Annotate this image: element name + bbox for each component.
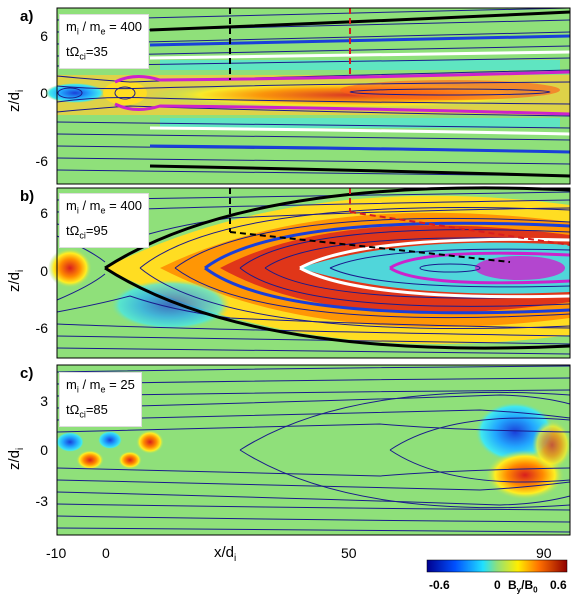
- panel-a-ytick-mid: 0: [40, 85, 48, 101]
- panel-a-params: mi / me = 400 tΩci=35: [59, 14, 150, 70]
- panel-a-plot: [45, 7, 571, 185]
- panel-a-label: a): [20, 8, 34, 25]
- x-axis-label: x/di: [214, 544, 237, 564]
- colorbar-max-label: 0.6: [550, 578, 567, 592]
- xtick-90: 90: [536, 545, 552, 561]
- colorbar-min-label: -0.6: [429, 578, 450, 592]
- panel-a-ytick-top: 6: [40, 28, 48, 44]
- colorbar-quantity-label: By/B0: [508, 578, 538, 595]
- panel-b-plot: [48, 186, 571, 359]
- colorbar-mid-label: 0: [494, 578, 501, 592]
- xtick-0: 0: [102, 545, 110, 561]
- panel-b-ytick-mid: 0: [40, 263, 48, 279]
- panel-c-ytick-top: 3: [40, 393, 48, 409]
- xtick-minus10: -10: [46, 545, 67, 561]
- panel-c-params: mi / me = 25 tΩci=85: [59, 372, 142, 428]
- panel-a-ytick-bot: -6: [35, 153, 48, 169]
- panel-c-plot: [56, 364, 572, 536]
- xtick-50: 50: [341, 545, 357, 561]
- panel-b-ytick-bot: -6: [35, 320, 48, 336]
- panel-c-ytick-mid: 0: [40, 442, 48, 458]
- colorbar: [426, 559, 568, 573]
- panel-b-label: b): [20, 188, 35, 205]
- panel-c-label: c): [20, 365, 34, 382]
- panel-b-params: mi / me = 400 tΩci=95: [59, 193, 150, 249]
- panel-c-ytick-bot: -3: [35, 493, 48, 509]
- panel-b-ytick-top: 6: [40, 205, 48, 221]
